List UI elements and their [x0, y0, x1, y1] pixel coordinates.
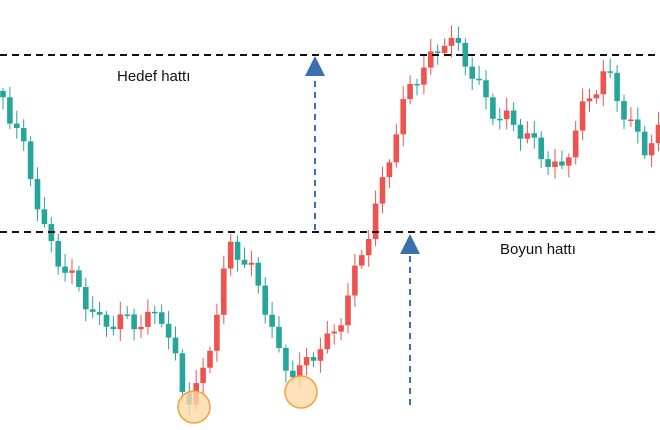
- candle-body: [600, 71, 607, 95]
- candle-body: [172, 337, 179, 354]
- candle-body: [531, 133, 538, 138]
- candle-body: [379, 177, 386, 204]
- candle-body: [428, 51, 434, 68]
- candle-body: [497, 118, 503, 121]
- candle-body: [476, 78, 482, 81]
- candle-body: [641, 131, 648, 156]
- candle-body: [317, 349, 324, 361]
- candle-body: [621, 101, 627, 120]
- candle-body: [214, 314, 220, 351]
- candle-body: [469, 66, 475, 79]
- candle-body: [310, 357, 317, 361]
- candle-body: [241, 259, 248, 265]
- candle-body: [234, 241, 241, 260]
- bottom-marker: [284, 375, 318, 409]
- candle-body: [524, 133, 531, 139]
- candle-body: [324, 333, 331, 350]
- candle-body: [559, 161, 565, 166]
- candle-body: [269, 314, 275, 327]
- candle-body: [131, 314, 137, 330]
- candle-body: [248, 262, 255, 265]
- candle-body: [614, 72, 620, 102]
- candle-body: [179, 353, 186, 392]
- candle-body: [510, 110, 517, 125]
- candle-body: [207, 350, 213, 368]
- candle-body: [158, 312, 165, 324]
- candle-body: [545, 159, 551, 167]
- candle-body: [338, 325, 344, 332]
- candle-body: [165, 323, 172, 338]
- candle-body: [89, 309, 96, 312]
- candle-body: [290, 370, 296, 378]
- candle-body: [27, 141, 34, 180]
- candle-body: [441, 45, 448, 53]
- candle-body: [655, 124, 660, 144]
- candle-body: [434, 51, 441, 53]
- candle-body: [152, 311, 158, 314]
- candle-body: [483, 80, 489, 98]
- candle-body: [552, 161, 558, 167]
- bottom-marker: [177, 390, 211, 424]
- candle-body: [262, 285, 268, 315]
- candle-body: [648, 143, 655, 156]
- candle-body: [20, 127, 27, 142]
- candle-body: [365, 238, 372, 256]
- candle-body: [124, 314, 130, 316]
- candle-body: [331, 331, 337, 334]
- candle-body: [566, 157, 572, 166]
- candle-body: [462, 42, 469, 67]
- candle-body: [138, 326, 144, 330]
- candle-body: [628, 119, 634, 121]
- candle-body: [414, 83, 420, 86]
- candle-body: [635, 119, 641, 132]
- candle-body: [593, 94, 600, 99]
- target-label: Hedef hattı: [117, 68, 190, 85]
- candle-body: [221, 268, 227, 315]
- candle-body: [386, 162, 393, 178]
- candle-body: [503, 110, 510, 120]
- candle-body: [62, 266, 68, 273]
- candle-body: [0, 91, 6, 98]
- candle-body: [76, 270, 82, 287]
- candle-body: [448, 37, 455, 46]
- candle-body: [607, 71, 613, 73]
- candle-body: [83, 286, 89, 310]
- candle-body: [400, 99, 406, 135]
- candle-body: [227, 241, 234, 269]
- candle-body: [7, 97, 13, 124]
- candle-body: [69, 270, 75, 273]
- candle-body: [572, 130, 579, 158]
- candle-body: [96, 311, 103, 315]
- neckline-label: Boyun hattı: [500, 241, 576, 258]
- candle-body: [41, 209, 48, 225]
- candle-body: [276, 326, 282, 349]
- candle-body: [352, 265, 358, 296]
- candles: [0, 25, 660, 416]
- candle-body: [283, 348, 289, 371]
- candle-body: [103, 314, 110, 327]
- candle-body: [586, 98, 593, 102]
- candle-body: [200, 367, 206, 384]
- candle-body: [55, 241, 61, 267]
- candle-body: [34, 179, 41, 210]
- candle-body: [490, 97, 496, 119]
- candle-body: [255, 262, 262, 286]
- candle-body: [517, 124, 524, 139]
- candle-body: [393, 134, 400, 163]
- candle-body: [345, 295, 351, 326]
- candle-body: [407, 83, 413, 100]
- candle-body: [359, 255, 365, 266]
- candle-body: [303, 357, 310, 366]
- candle-body: [110, 326, 117, 330]
- candle-body: [117, 314, 124, 330]
- candle-body: [455, 37, 462, 43]
- candle-body: [296, 365, 303, 378]
- candle-body: [538, 137, 544, 160]
- candle-body: [421, 67, 427, 85]
- candle-body: [579, 101, 586, 131]
- candle-body: [372, 203, 379, 239]
- candle-body: [145, 311, 151, 327]
- candle-body: [14, 123, 20, 128]
